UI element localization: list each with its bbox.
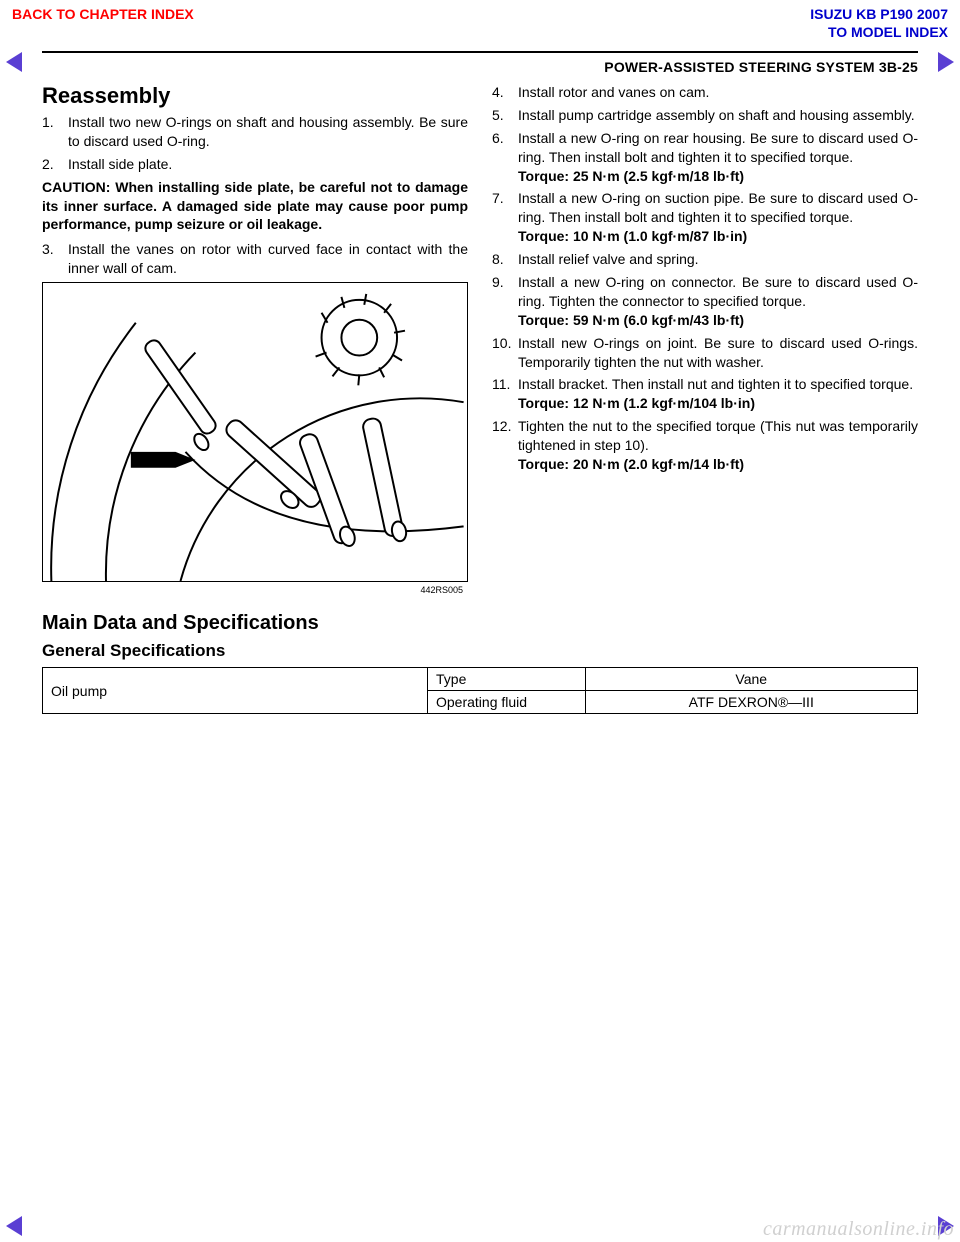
list-item: 4.Install rotor and vanes on cam. <box>492 83 918 102</box>
table-cell: ATF DEXRON®―III <box>585 691 918 714</box>
list-item: 1.Install two new O-rings on shaft and h… <box>42 113 468 151</box>
step-text: Tighten the nut to the specified torque … <box>518 418 918 453</box>
torque-text: Torque: 12 N·m (1.2 kgf·m/104 lb·in) <box>518 395 755 411</box>
top-bar: BACK TO CHAPTER INDEX ISUZU KB P190 2007… <box>0 0 960 43</box>
list-item: 5.Install pump cartridge assembly on sha… <box>492 106 918 125</box>
step-text: Install two new O-rings on shaft and hou… <box>68 114 468 149</box>
list-item: 3.Install the vanes on rotor with curved… <box>42 240 468 278</box>
figure-id: 442RS005 <box>420 585 463 595</box>
right-column: 4.Install rotor and vanes on cam. 5.Inst… <box>492 83 918 582</box>
list-item: 2.Install side plate. <box>42 155 468 174</box>
watermark-text: carmanualsonline.info <box>763 1218 954 1241</box>
reassembly-steps-right: 4.Install rotor and vanes on cam. 5.Inst… <box>492 83 918 474</box>
list-item: 9. Install a new O-ring on connector. Be… <box>492 273 918 330</box>
general-spec-title: General Specifications <box>42 641 918 661</box>
next-page-arrow-icon[interactable] <box>938 52 954 72</box>
reassembly-steps-left-2: 3.Install the vanes on rotor with curved… <box>42 240 468 278</box>
top-right-links: ISUZU KB P190 2007 TO MODEL INDEX <box>810 6 948 41</box>
list-item: 8.Install relief valve and spring. <box>492 250 918 269</box>
step-text: Install new O-rings on joint. Be sure to… <box>518 335 918 370</box>
step-text: Install rotor and vanes on cam. <box>518 84 709 100</box>
step-text: Install the vanes on rotor with curved f… <box>68 241 468 276</box>
step-text: Install side plate. <box>68 156 172 172</box>
reassembly-title: Reassembly <box>42 83 468 109</box>
list-item: 7. Install a new O-ring on suction pipe.… <box>492 189 918 246</box>
table-row: Oil pump Type Vane <box>43 668 918 691</box>
main-data-title: Main Data and Specifications <box>42 612 918 635</box>
model-link[interactable]: ISUZU KB P190 2007 <box>810 6 948 22</box>
figure-rotor-vanes: 442RS005 <box>42 282 468 582</box>
step-text: Install a new O-ring on connector. Be su… <box>518 274 918 309</box>
torque-text: Torque: 20 N·m (2.0 kgf·m/14 lb·ft) <box>518 456 744 472</box>
table-cell: Vane <box>585 668 918 691</box>
step-text: Install pump cartridge assembly on shaft… <box>518 107 915 123</box>
list-item: 12. Tighten the nut to the specified tor… <box>492 417 918 474</box>
reassembly-steps-left: 1.Install two new O-rings on shaft and h… <box>42 113 468 174</box>
page-header: POWER-ASSISTED STEERING SYSTEM 3B-25 <box>42 53 918 83</box>
list-item: 6. Install a new O-ring on rear housing.… <box>492 129 918 186</box>
left-column: Reassembly 1.Install two new O-rings on … <box>42 83 468 582</box>
spec-table: Oil pump Type Vane Operating fluid ATF D… <box>42 667 918 714</box>
back-to-chapter-link[interactable]: BACK TO CHAPTER INDEX <box>12 6 194 41</box>
torque-text: Torque: 25 N·m (2.5 kgf·m/18 lb·ft) <box>518 168 744 184</box>
list-item: 10.Install new O-rings on joint. Be sure… <box>492 334 918 372</box>
prev-page-arrow-bottom-icon[interactable] <box>6 1216 22 1236</box>
list-item: 11. Install bracket. Then install nut an… <box>492 375 918 413</box>
step-text: Install bracket. Then install nut and ti… <box>518 376 913 392</box>
two-column-layout: Reassembly 1.Install two new O-rings on … <box>42 83 918 582</box>
torque-text: Torque: 10 N·m (1.0 kgf·m/87 lb·in) <box>518 228 747 244</box>
pointer-arrow-icon <box>131 452 196 468</box>
table-cell: Operating fluid <box>428 691 586 714</box>
figure-svg <box>43 283 467 581</box>
step-text: Install a new O-ring on suction pipe. Be… <box>518 190 918 225</box>
step-text: Install relief valve and spring. <box>518 251 699 267</box>
torque-text: Torque: 59 N·m (6.0 kgf·m/43 lb·ft) <box>518 312 744 328</box>
step-text: Install a new O-ring on rear housing. Be… <box>518 130 918 165</box>
page-content: POWER-ASSISTED STEERING SYSTEM 3B-25 Rea… <box>42 51 918 714</box>
table-cell: Oil pump <box>43 668 428 714</box>
caution-text: CAUTION: When installing side plate, be … <box>42 178 468 235</box>
prev-page-arrow-icon[interactable] <box>6 52 22 72</box>
model-index-link[interactable]: TO MODEL INDEX <box>828 24 948 40</box>
table-cell: Type <box>428 668 586 691</box>
